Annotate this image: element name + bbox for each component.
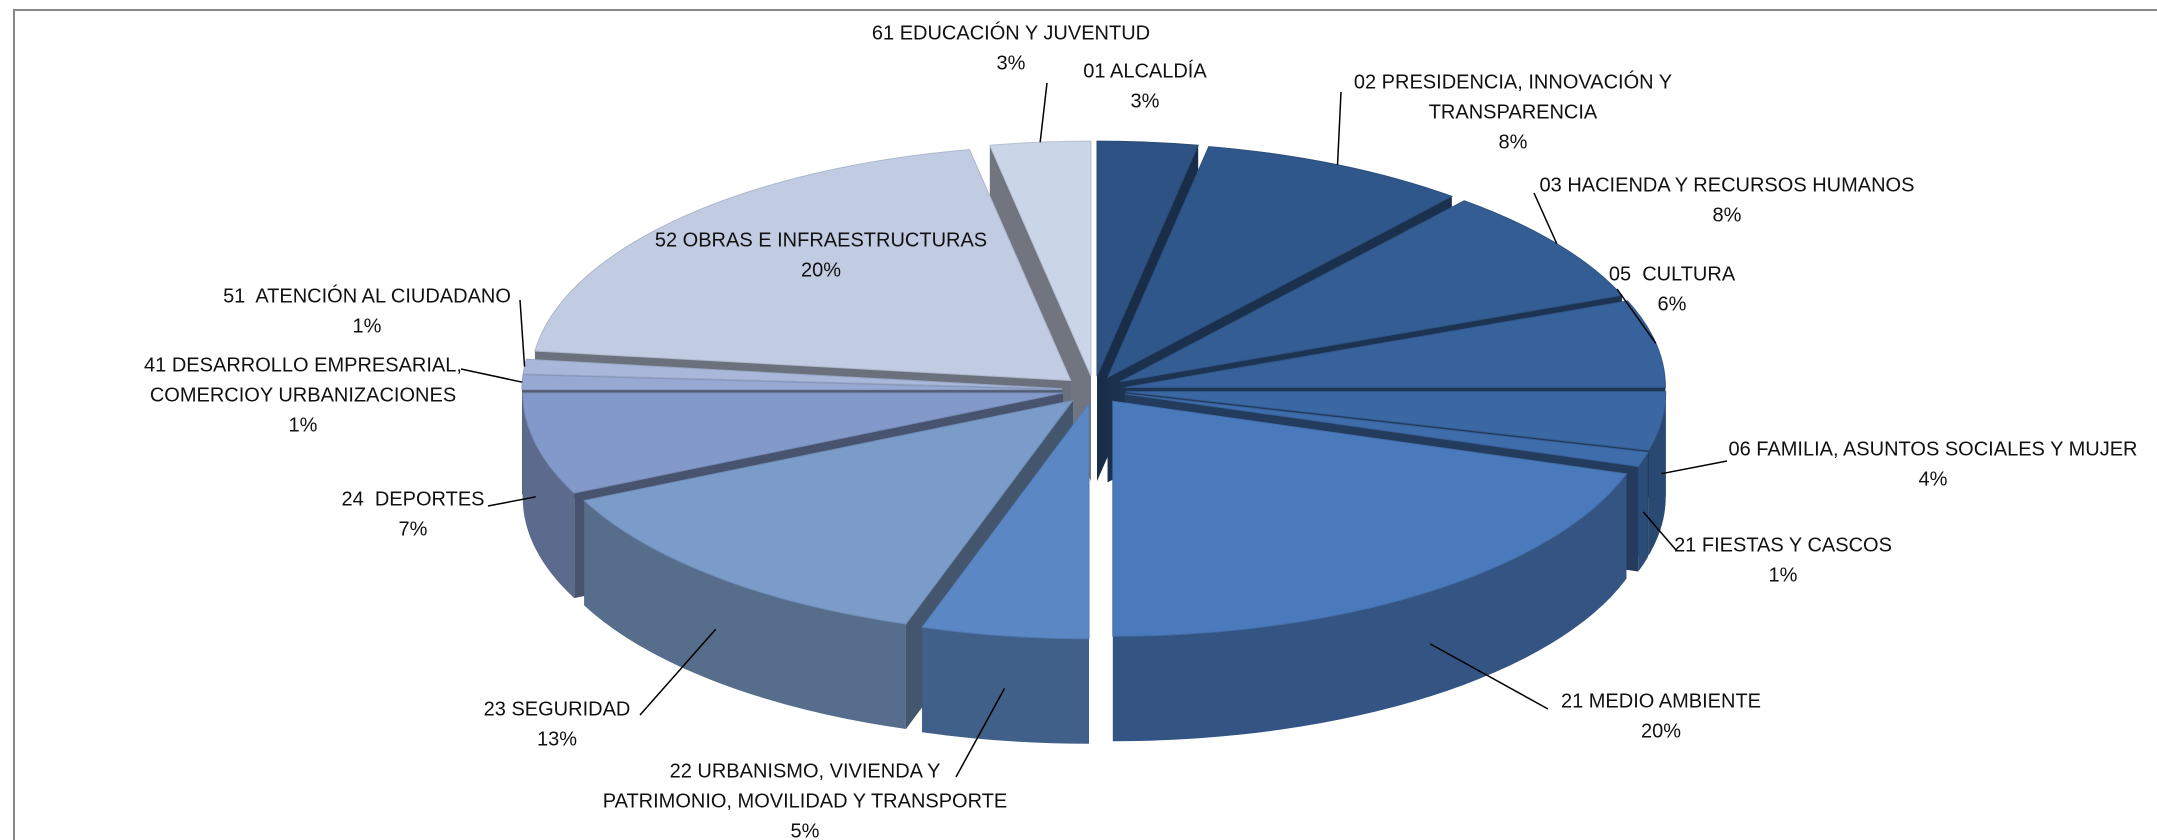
slice-value-label: 13% bbox=[537, 728, 577, 750]
slice-value-label: 8% bbox=[1713, 204, 1742, 226]
slice-value-label: 7% bbox=[399, 518, 428, 540]
slice bbox=[583, 399, 1075, 625]
slice-label: 03 HACIENDA Y RECURSOS HUMANOS bbox=[1540, 174, 1915, 196]
slice-label: 21 FIESTAS Y CASCOS bbox=[1674, 534, 1892, 556]
slice-value-label: 1% bbox=[353, 315, 382, 337]
slice-label: 52 OBRAS E INFRAESTRUCTURAS bbox=[655, 229, 987, 251]
leader-line bbox=[1336, 91, 1342, 165]
slice-label: 61 EDUCACIÓN Y JUVENTUD bbox=[872, 21, 1150, 44]
slice-label: 21 MEDIO AMBIENTE bbox=[1561, 690, 1761, 712]
slice-label: 51 ATENCIÓN AL CIUDADANO bbox=[223, 284, 511, 307]
slice-label: PATRIMONIO, MOVILIDAD Y TRANSPORTE bbox=[603, 790, 1008, 812]
slice-label: 41 DESARROLLO EMPRESARIAL, bbox=[144, 354, 462, 376]
slice bbox=[534, 149, 1072, 382]
slice-label: 01 ALCALDÍA bbox=[1083, 59, 1207, 82]
leader-line bbox=[487, 496, 536, 507]
slice bbox=[1124, 393, 1649, 468]
slice bbox=[522, 358, 1063, 390]
slice-wall bbox=[584, 500, 906, 729]
slice-label: 24 DEPORTES bbox=[341, 488, 484, 510]
leader-line bbox=[955, 688, 1006, 778]
slice-value-label: 1% bbox=[1769, 564, 1798, 586]
slice bbox=[1125, 391, 1667, 451]
slice-value-label: 3% bbox=[997, 52, 1026, 74]
slice-value-label: 4% bbox=[1919, 468, 1948, 490]
slice-label: 05 CULTURA bbox=[1609, 263, 1736, 285]
slice-label: TRANSPARENCIA bbox=[1429, 101, 1598, 123]
slice-value-label: 6% bbox=[1658, 293, 1687, 315]
leader-line bbox=[1642, 511, 1677, 551]
slice bbox=[1096, 140, 1199, 377]
slice bbox=[521, 374, 1063, 391]
slice-value-label: 20% bbox=[801, 259, 841, 281]
slice-value-label: 3% bbox=[1131, 90, 1160, 112]
leader-line bbox=[1039, 82, 1048, 143]
slice-wall bbox=[1112, 473, 1627, 742]
slice-value-label: 1% bbox=[289, 414, 318, 436]
slice bbox=[522, 392, 1063, 494]
leader-line bbox=[1533, 192, 1558, 244]
slice bbox=[1112, 400, 1628, 637]
leader-line bbox=[1429, 643, 1549, 710]
slice-label: 23 SEGURIDAD bbox=[484, 698, 631, 720]
slice bbox=[921, 402, 1090, 640]
slice-label: 02 PRESIDENCIA, INNOVACIÓN Y bbox=[1354, 70, 1672, 93]
leader-line bbox=[460, 368, 523, 383]
slice-wall bbox=[1638, 452, 1648, 572]
pie bbox=[521, 140, 1667, 744]
slice-label: 06 FAMILIA, ASUNTOS SOCIALES Y MUJER bbox=[1728, 438, 2137, 460]
leader-line bbox=[1661, 460, 1728, 475]
slice bbox=[1106, 146, 1454, 379]
slice-value-label: 8% bbox=[1499, 131, 1528, 153]
slice-label: 22 URBANISMO, VIVIENDA Y bbox=[670, 760, 941, 782]
slice-value-label: 20% bbox=[1641, 720, 1681, 742]
slice-label: COMERCIOY URBANIZACIONES bbox=[150, 384, 456, 406]
leader-line bbox=[639, 628, 717, 716]
slice-value-label: 5% bbox=[791, 820, 820, 840]
slice-wall bbox=[1648, 391, 1666, 556]
leader-line bbox=[1616, 288, 1657, 344]
leader-line bbox=[519, 299, 526, 367]
slice-wall bbox=[922, 627, 1089, 744]
